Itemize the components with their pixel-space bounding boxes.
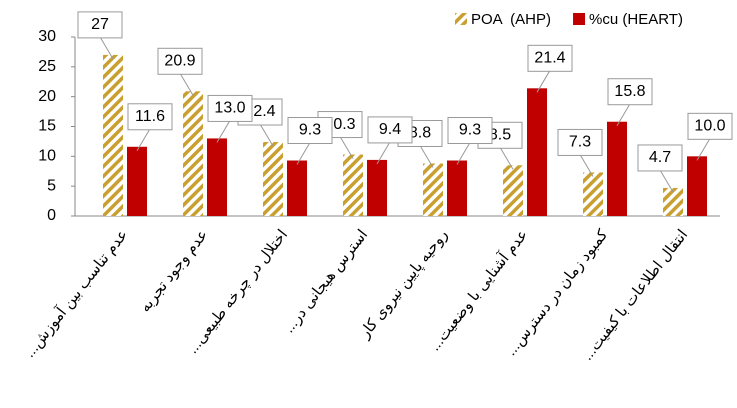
callout-box — [157, 47, 203, 75]
callout-pointer — [179, 73, 194, 96]
callout-pointer — [376, 141, 391, 165]
callout-pointer — [499, 147, 514, 170]
callout-pointer — [536, 70, 551, 93]
callout-box — [687, 112, 733, 140]
bar — [367, 159, 387, 216]
bar — [423, 163, 443, 216]
callout-box — [557, 128, 603, 156]
y-tick-label: 5 — [47, 177, 56, 194]
value-label: 7.3 — [569, 134, 591, 151]
callout-box — [77, 11, 123, 39]
callout-pointer — [456, 142, 471, 165]
callout-pointer — [259, 123, 274, 147]
callout-box — [527, 44, 573, 72]
bar — [207, 138, 227, 216]
callout-pointer — [136, 128, 151, 152]
value-label: 20.9 — [164, 53, 195, 70]
y-tick-label: 0 — [47, 207, 56, 224]
bar — [503, 165, 523, 216]
bar — [287, 160, 307, 216]
bar — [183, 91, 203, 216]
callout-pointer — [339, 136, 354, 159]
callout-pointer — [296, 142, 311, 165]
x-tick-label: عدم وجود تجربه — [136, 226, 211, 315]
value-label: 8.5 — [489, 127, 511, 144]
bar — [447, 160, 467, 216]
callout-box — [367, 116, 413, 144]
y-tick-label: 30 — [38, 28, 56, 45]
value-label: 11.6 — [135, 108, 165, 125]
legend-swatch — [455, 13, 467, 25]
callout-box — [637, 144, 683, 172]
value-label: 9.3 — [459, 122, 481, 139]
callout-pointer — [696, 138, 711, 161]
value-label: 15.8 — [614, 83, 645, 100]
callout-box — [287, 117, 333, 145]
y-tick-label: 20 — [38, 88, 56, 105]
legend-label: %cu (HEART) — [589, 11, 683, 28]
callout-pointer — [579, 154, 594, 177]
callout-box — [607, 78, 653, 106]
y-tick-label: 25 — [38, 58, 56, 75]
value-label: 4.7 — [649, 149, 671, 166]
bar — [607, 121, 627, 216]
bar — [103, 54, 123, 217]
bar — [263, 142, 283, 216]
value-label: 9.4 — [379, 121, 401, 138]
x-tick-label: عدم تناسب بین آموزش... — [20, 226, 131, 361]
callout-pointer — [216, 120, 231, 143]
bar — [527, 88, 547, 216]
value-label: 9.3 — [299, 122, 321, 139]
value-label: 21.4 — [534, 50, 565, 67]
callout-box — [207, 94, 253, 122]
callout-box — [447, 117, 493, 145]
y-tick-label: 15 — [38, 118, 56, 135]
callout-pointer — [616, 103, 631, 126]
callout-pointer — [659, 169, 674, 193]
legend-label: POA (AHP) — [471, 11, 551, 28]
value-label: 8.8 — [409, 125, 431, 142]
bar — [343, 154, 363, 216]
y-tick-label: 10 — [38, 148, 56, 165]
callout-box — [127, 103, 173, 131]
bar — [663, 187, 683, 216]
callout-pointer — [99, 36, 114, 60]
callout-pointer — [419, 145, 434, 168]
value-label: 13.0 — [214, 100, 245, 117]
legend-swatch — [573, 13, 586, 25]
value-label: 27 — [91, 16, 109, 33]
value-label: 10.0 — [694, 118, 725, 135]
x-tick-label: روحیه پایین نیروی کار — [356, 226, 452, 342]
bar — [127, 146, 147, 216]
x-tick-label: استرس هیجانی در... — [280, 226, 371, 336]
bar — [687, 156, 707, 216]
bar — [583, 172, 603, 216]
